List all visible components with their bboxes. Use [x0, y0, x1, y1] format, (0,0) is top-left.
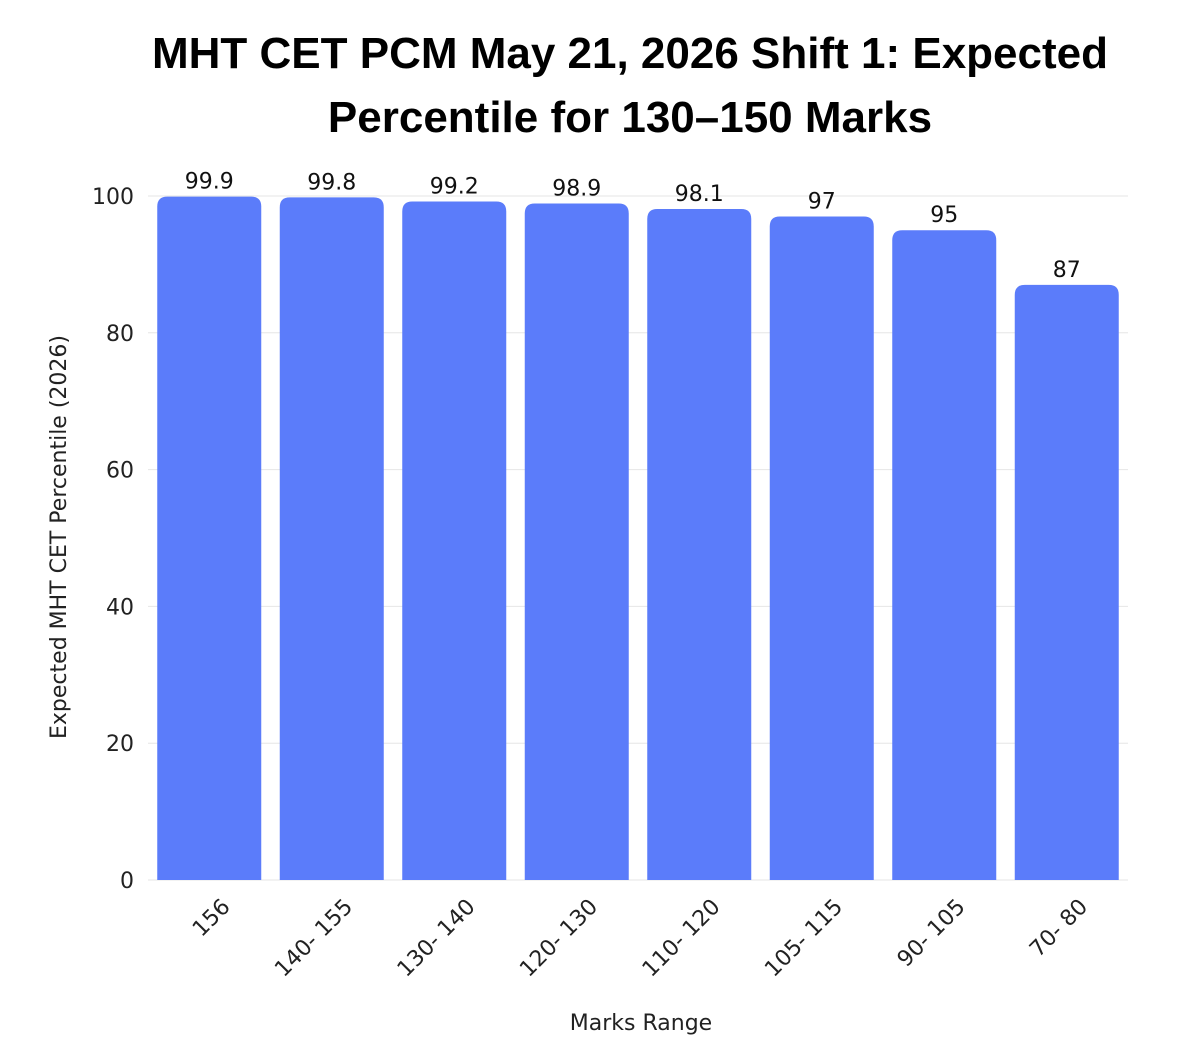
y-tick-label: 100 [92, 185, 134, 210]
bar [157, 196, 262, 880]
x-tick-label: 120- 130 [515, 895, 603, 983]
bar [769, 216, 874, 880]
bars [157, 196, 1119, 881]
bar-value-label: 98.9 [552, 177, 601, 202]
x-tick-label: 156 [188, 895, 235, 942]
bar [1014, 284, 1119, 880]
chart-title-line-2: Percentile for 130–150 Marks [327, 93, 933, 142]
bar-value-label: 95 [930, 203, 958, 228]
x-tick-label: 130- 140 [393, 895, 481, 983]
bar-value-label: 87 [1053, 258, 1081, 283]
y-axis-title: Expected MHT CET Percentile (2026) [47, 335, 72, 739]
bar [279, 197, 384, 881]
x-axis-ticks: 156 140- 155 130- 140 120- 130 110- 120 105- … [188, 895, 1093, 983]
x-tick-label: 105- 115 [760, 895, 848, 983]
value-labels: 99.9 99.8 99.2 98.9 98.1 97 95 87 [185, 170, 1081, 283]
x-tick-label: 140- 155 [270, 895, 358, 983]
x-tick-label: 110- 120 [638, 895, 726, 983]
y-axis-ticks: 0 20 40 60 80 100 [92, 185, 134, 894]
chart-title: MHT CET PCM May 21, 2026 Shift 1: Expect… [30, 22, 1200, 150]
y-tick-label: 60 [106, 459, 134, 484]
bar [892, 230, 997, 880]
bar-value-label: 99.9 [185, 170, 234, 195]
bar-value-label: 97 [808, 190, 836, 215]
y-tick-label: 80 [106, 322, 134, 347]
bar-value-label: 99.2 [430, 174, 479, 199]
x-tick-label: 70- 80 [1025, 895, 1093, 963]
bar-value-label: 99.8 [307, 170, 356, 195]
y-tick-label: 20 [106, 732, 134, 757]
x-tick-label: 90- 105 [893, 895, 971, 973]
bar-value-label: 98.1 [675, 182, 724, 207]
y-tick-label: 0 [120, 869, 134, 894]
bar [402, 201, 507, 881]
chart-title-line-1: MHT CET PCM May 21, 2026 Shift 1: Expect… [151, 29, 1109, 78]
bar [524, 203, 629, 881]
bar [647, 208, 752, 881]
x-axis-title: Marks Range [570, 1011, 712, 1036]
y-tick-label: 40 [106, 595, 134, 620]
